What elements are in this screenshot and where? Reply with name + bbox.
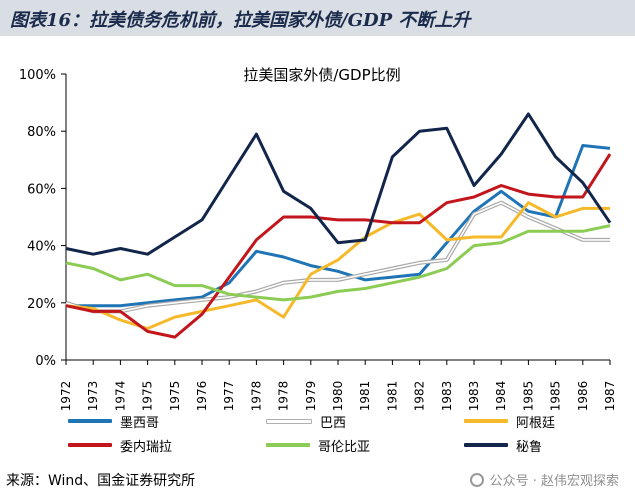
legend-item: 秘鲁 (464, 434, 542, 456)
legend-swatch (266, 418, 312, 424)
series-line-0 (66, 144, 611, 308)
series-line-3 (65, 153, 612, 339)
x-tick-label: 1987 (603, 381, 617, 412)
x-tick-label: 1975 (168, 381, 182, 412)
x-tick-label: 1979 (304, 381, 318, 412)
x-tick-label: 1978 (277, 381, 291, 412)
legend-label: 哥伦比亚 (318, 439, 371, 455)
legend-item: 委内瑞拉 (68, 434, 172, 456)
x-tick-label: 1985 (521, 381, 535, 412)
watermark: 公众号 · 赵伟宏观探索 (469, 470, 619, 489)
wechat-icon (469, 472, 484, 487)
x-tick-label: 1981 (385, 381, 399, 412)
x-tick-label: 1975 (141, 381, 155, 412)
legend-label: 墨西哥 (120, 415, 160, 431)
legend: 墨西哥 巴西 阿根廷委内瑞拉 哥伦比亚 秘鲁 (68, 410, 628, 462)
source-note: 来源：Wind、国金证券研究所 (6, 473, 196, 489)
x-tick-label: 1976 (195, 381, 209, 412)
x-tick-label: 1986 (576, 381, 590, 412)
legend-label: 委内瑞拉 (120, 439, 173, 455)
x-tick-label: 1981 (358, 381, 372, 412)
legend-swatch (266, 443, 310, 447)
y-tick-label: 20% (27, 297, 56, 312)
legend-swatch (464, 419, 508, 423)
x-tick-label: 1980 (331, 381, 345, 412)
legend-label: 秘鲁 (516, 439, 543, 455)
y-tick-label: 40% (27, 240, 56, 255)
legend-swatch (68, 419, 112, 423)
series-line-4 (65, 224, 611, 302)
chart-title: 拉美国家外债/GDP比例 (243, 66, 400, 84)
legend-swatch (68, 443, 112, 447)
legend-item: 阿根廷 (464, 410, 555, 432)
x-tick-label: 1984 (494, 381, 508, 412)
x-tick-label: 1972 (59, 381, 73, 412)
axes: 0% 20% 40% 60% 80% 100% 1972 1973 1974 1975 1975 19… (19, 68, 617, 411)
x-tick-label: 1982 (413, 381, 427, 412)
legend-item: 巴西 (266, 410, 346, 432)
series-line-2 (65, 201, 610, 330)
x-tick-label: 1973 (86, 381, 100, 412)
y-tick-label: 80% (27, 125, 56, 140)
y-tick-label: 100% (19, 68, 56, 83)
x-tick-label: 1983 (467, 381, 481, 412)
x-tick-label: 1974 (113, 381, 127, 412)
chart: 拉美国家外债/GDP比例 0% 20% 40% 60% 80% 100% 1972 1973 1… (0, 42, 635, 462)
series-layer (65, 112, 612, 339)
series-line-5 (65, 112, 612, 256)
x-tick-label: 1978 (249, 381, 263, 412)
watermark-text: 公众号 · 赵伟宏观探索 (489, 474, 619, 489)
line-chart-svg: 拉美国家外债/GDP比例 0% 20% 40% 60% 80% 100% 1972 1973 1… (19, 66, 617, 411)
x-tick-label: 1977 (222, 381, 236, 412)
x-tick-label: 1985 (549, 381, 563, 412)
y-tick-label: 60% (27, 182, 56, 197)
legend-label: 阿根廷 (516, 415, 556, 431)
y-tick-label: 0% (35, 354, 56, 369)
legend-item: 哥伦比亚 (266, 434, 370, 456)
legend-swatch (464, 443, 508, 447)
legend-item: 墨西哥 (68, 410, 159, 432)
x-tick-label: 1983 (440, 381, 454, 412)
legend-label: 巴西 (320, 415, 347, 431)
figure-title: 图表16：拉美债务危机前，拉美国家外债/GDP 不断上升 (0, 0, 635, 36)
